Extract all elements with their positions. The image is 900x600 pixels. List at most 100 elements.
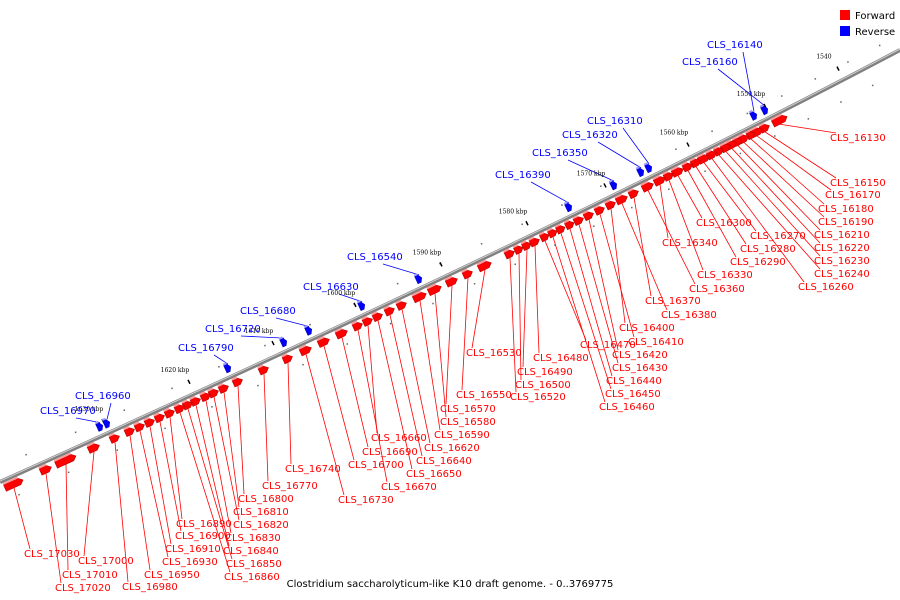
gene-label: CLS_16420: [612, 350, 668, 361]
gene-arrow: [476, 259, 492, 273]
grid-dot: [432, 302, 434, 305]
gene-shade: [554, 223, 561, 228]
gene-label: CLS_16730: [338, 495, 394, 506]
grid-dot: [309, 323, 311, 326]
gene-label: CLS_16820: [233, 520, 289, 531]
gene-label: CLS_17000: [78, 556, 134, 567]
gene-label: CLS_16520: [510, 392, 566, 403]
gene-label: CLS_16530: [466, 348, 522, 359]
grid-dot: [480, 243, 483, 245]
gene-label: CLS_16900: [175, 531, 231, 542]
gene-shade: [316, 336, 325, 342]
gene-label: CLS_16690: [362, 447, 418, 458]
grid-dot: [171, 387, 173, 390]
gene-shade: [705, 149, 712, 154]
grid-dot: [871, 84, 874, 87]
label-leader: [552, 236, 606, 403]
label-leader: [647, 190, 696, 285]
gene-label: CLS_16830: [225, 533, 281, 544]
gene-shade: [643, 162, 648, 166]
tick-label: 1610 kbp: [245, 328, 274, 335]
tick-mark: [353, 302, 357, 308]
label-leader: [597, 141, 642, 169]
gene-label: CLS_16970: [40, 406, 96, 417]
gene-shade: [476, 259, 487, 266]
gene-shade: [737, 133, 744, 138]
tick-label: 1580 kbp: [499, 208, 528, 215]
label-leader: [434, 293, 447, 418]
label-leader: [240, 335, 285, 339]
gene-label: CLS_16210: [814, 230, 870, 241]
gene-label: CLS_16340: [662, 238, 718, 249]
gene-arrow: [356, 300, 365, 311]
gene-shade: [681, 161, 688, 166]
gene-label: CLS_16840: [223, 546, 279, 557]
gene-shade: [173, 403, 180, 408]
label-leader: [743, 142, 825, 218]
reverse-gene: [414, 274, 422, 285]
gene-label: CLS_16240: [814, 269, 870, 280]
gene-shade: [94, 420, 99, 425]
label-leader: [742, 51, 755, 112]
gene-arrow: [444, 275, 458, 288]
gene-arrow: [426, 283, 442, 297]
gene-shade: [444, 275, 453, 281]
grid-dot: [18, 493, 20, 496]
gene-label: CLS_16930: [162, 557, 218, 568]
gene-label: CLS_16450: [605, 389, 661, 400]
gene-shade: [222, 362, 227, 366]
gene-shade: [593, 204, 600, 210]
gene-shade: [770, 113, 782, 121]
gene-shade: [413, 273, 418, 277]
gene-label: CLS_16360: [689, 284, 745, 295]
label-leader: [149, 426, 172, 545]
gene-shade: [759, 104, 764, 108]
gene-shade: [163, 407, 170, 412]
gene-arrow: [395, 299, 407, 311]
gene-label: CLS_16140: [707, 40, 763, 51]
gene-label: CLS_16150: [830, 178, 886, 189]
gene-arrow: [563, 201, 572, 213]
gene-arrow: [316, 336, 330, 348]
label-leader: [703, 162, 757, 232]
gene-shade: [217, 382, 224, 388]
gene-label: CLS_16980: [122, 582, 178, 593]
grid-dot: [711, 130, 713, 132]
gene-arrow: [108, 432, 120, 444]
gene-arrow: [520, 240, 532, 251]
genome-backbone-highlight: [0, 48, 900, 482]
gene-label: CLS_16480: [533, 353, 589, 364]
gene-arrow: [582, 210, 594, 222]
gene-label: CLS_16590: [434, 430, 490, 441]
gene-shade: [133, 421, 140, 426]
gene-arrow: [163, 407, 175, 419]
forward-gene: [513, 245, 524, 255]
gene-label: CLS_16720: [205, 324, 261, 335]
gene-shade: [199, 391, 206, 396]
label-leader: [530, 181, 570, 204]
grid-dot: [554, 244, 556, 246]
legend-forward-label: Forward: [855, 11, 895, 22]
label-leader: [114, 442, 129, 583]
grid-dot: [668, 188, 670, 190]
grid-dot: [561, 204, 563, 206]
gene-arrow: [281, 353, 293, 365]
label-leader: [622, 127, 650, 165]
gene-arrow: [361, 315, 373, 327]
gene-shade: [303, 324, 308, 329]
grid-dot: [746, 112, 749, 115]
gene-label: CLS_16370: [645, 296, 701, 307]
gene-shade: [572, 214, 579, 220]
tick-label: 1600 kbp: [327, 290, 356, 297]
forward-gene: [54, 454, 77, 469]
gene-label: CLS_16810: [233, 507, 289, 518]
grid-dot: [211, 406, 213, 408]
gene-arrow: [86, 441, 100, 454]
label-leader: [357, 329, 388, 483]
gene-shade: [608, 179, 613, 183]
label-leader: [756, 135, 832, 191]
reverse-gene: [636, 167, 644, 178]
gene-shade: [614, 193, 623, 199]
grid-dot: [302, 363, 304, 366]
label-leader: [737, 145, 821, 231]
